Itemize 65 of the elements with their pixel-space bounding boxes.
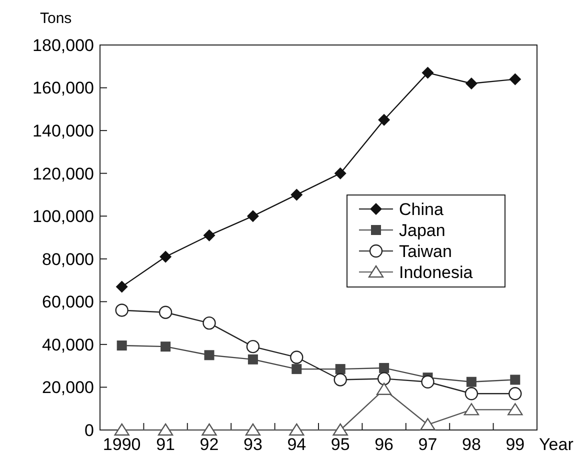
point — [246, 210, 259, 222]
x-tick-label: 98 — [462, 435, 481, 454]
y-tick-label: 60,000 — [42, 292, 94, 312]
x-tick-label: 1990 — [102, 435, 141, 454]
point — [420, 418, 436, 430]
y-tick-label: 0 — [84, 420, 94, 440]
x-axis-title: Year — [539, 435, 574, 454]
point — [376, 382, 392, 395]
x-tick-label: 95 — [330, 435, 350, 454]
y-tick-label: 20,000 — [42, 378, 94, 398]
point — [292, 364, 302, 374]
point — [378, 114, 390, 126]
point — [379, 362, 390, 373]
legend-label: Taiwan — [399, 242, 452, 261]
y-tick-label: 180,000 — [32, 36, 94, 55]
x-tick-label: 94 — [287, 435, 306, 454]
x-tick-label: 99 — [506, 435, 525, 454]
point — [508, 403, 523, 416]
legend-label: China — [399, 200, 444, 219]
point — [334, 373, 347, 386]
point — [466, 376, 476, 387]
point — [332, 423, 348, 436]
point — [248, 354, 258, 364]
x-tick-label: 91 — [156, 435, 176, 454]
point — [246, 340, 260, 354]
point — [245, 423, 261, 436]
point — [290, 350, 304, 364]
y-tick-label: 40,000 — [42, 335, 94, 354]
point — [203, 229, 216, 242]
point — [160, 342, 171, 352]
x-tick-label: 97 — [418, 435, 438, 454]
y-tick-label: 100,000 — [32, 207, 94, 226]
point — [334, 167, 346, 180]
y-tick-label: 140,000 — [32, 122, 94, 141]
point — [422, 66, 434, 79]
point — [421, 375, 434, 388]
point — [465, 78, 478, 90]
point — [158, 423, 174, 436]
point — [335, 364, 346, 374]
point — [509, 73, 522, 86]
point — [289, 423, 304, 436]
point — [464, 387, 478, 400]
legend-label: Japan — [399, 220, 446, 240]
x-tick-label: 96 — [374, 435, 394, 454]
point — [204, 350, 214, 360]
point — [510, 374, 520, 385]
point — [116, 340, 127, 351]
y-tick-label: 120,000 — [32, 164, 94, 184]
point — [116, 280, 128, 293]
point — [290, 188, 303, 201]
point — [158, 306, 172, 319]
y-tick-label: 160,000 — [32, 78, 94, 98]
y-axis-title: Tons — [40, 10, 72, 27]
point — [114, 423, 130, 436]
y-tick-label: 80,000 — [42, 250, 94, 269]
point — [115, 304, 128, 317]
point — [202, 423, 217, 436]
point — [377, 372, 391, 386]
point — [202, 316, 216, 330]
point — [464, 403, 480, 416]
x-tick-label: 93 — [243, 435, 262, 454]
legend-label: Indonesia — [399, 262, 474, 282]
point — [508, 387, 522, 400]
point — [160, 250, 172, 263]
x-tick-label: 92 — [200, 435, 219, 454]
